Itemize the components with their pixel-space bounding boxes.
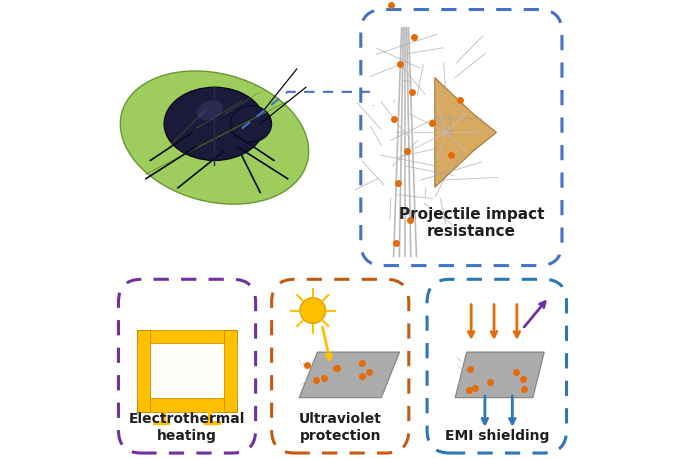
Text: Electrothermal
heating: Electrothermal heating [129, 412, 245, 442]
Polygon shape [299, 352, 399, 398]
Ellipse shape [230, 106, 272, 143]
Bar [137, 330, 237, 343]
Bar [223, 330, 237, 412]
Ellipse shape [164, 88, 265, 161]
Text: EMI shielding: EMI shielding [445, 428, 549, 442]
Ellipse shape [121, 72, 309, 205]
Circle shape [300, 298, 325, 324]
FancyBboxPatch shape [141, 335, 233, 408]
Polygon shape [455, 352, 545, 398]
Ellipse shape [197, 101, 223, 121]
FancyBboxPatch shape [151, 343, 223, 398]
Bar [137, 330, 151, 412]
Polygon shape [435, 78, 497, 188]
Bar [137, 398, 237, 412]
Text: Ultraviolet
protection: Ultraviolet protection [299, 412, 382, 442]
Text: Projectile impact
resistance: Projectile impact resistance [399, 206, 544, 239]
